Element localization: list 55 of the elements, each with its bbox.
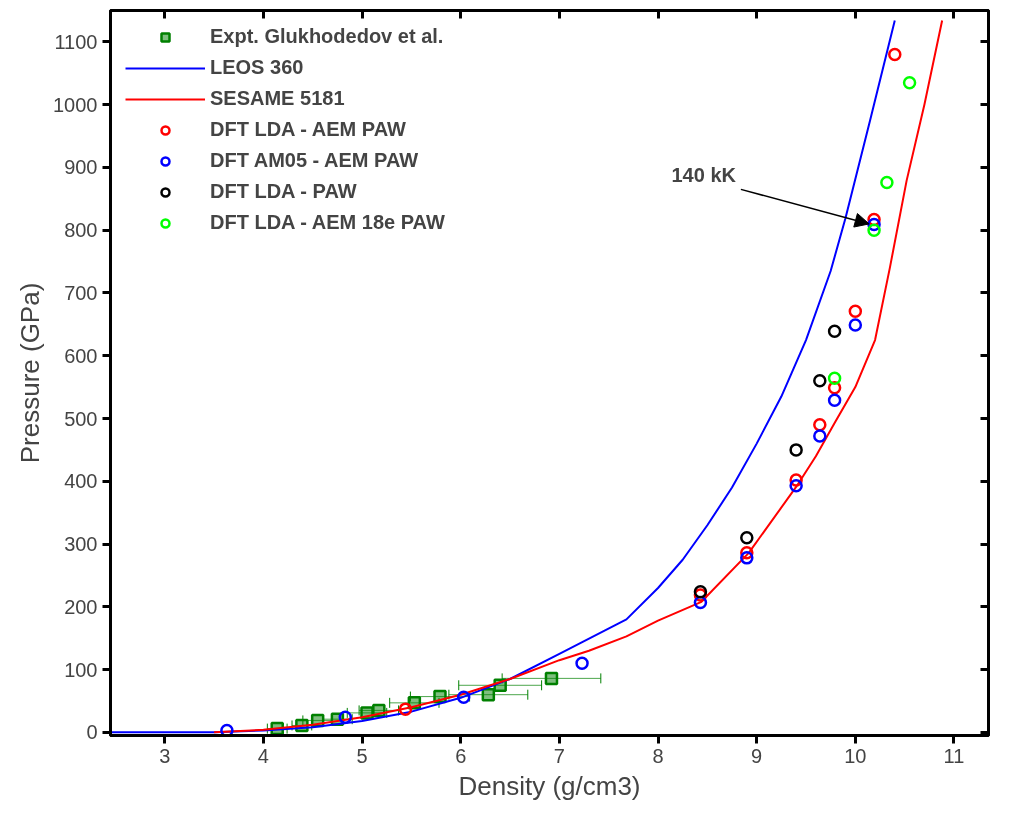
point	[902, 75, 917, 90]
y-tick-label: 0	[86, 721, 98, 744]
point	[880, 175, 894, 190]
legend-label: Expt. Glukhodedov et al.	[210, 25, 444, 48]
y-tick-label: 600	[64, 344, 98, 367]
y-tick-label: 100	[64, 658, 98, 681]
x-axis-title: Density (g/cm3)	[458, 770, 641, 801]
point	[813, 429, 827, 443]
x-tick-label: 8	[652, 744, 664, 767]
point	[338, 710, 353, 725]
y-tick-label: 200	[64, 595, 98, 618]
y-tick-label: 500	[64, 407, 98, 430]
point	[813, 418, 827, 432]
point	[789, 478, 803, 493]
legend-label: DFT LDA - AEM PAW	[210, 118, 406, 141]
y-tick-label: 900	[64, 156, 98, 179]
point	[867, 223, 881, 237]
point	[888, 47, 902, 62]
legend-label: SESAME 5181	[210, 87, 345, 110]
point	[740, 551, 754, 565]
point	[740, 531, 754, 545]
y-tick-label: 300	[64, 533, 98, 556]
point	[827, 371, 842, 386]
line-series	[110, 19, 896, 734]
point	[827, 324, 842, 338]
x-tick-label: 6	[455, 744, 467, 767]
annotation: 140 kK	[671, 164, 737, 187]
legend-label: DFT AM05 - AEM PAW	[210, 149, 419, 172]
point	[220, 723, 234, 736]
y-tick-label: 400	[64, 470, 98, 493]
x-tick-label: 11	[943, 744, 965, 767]
y-tick-label: 800	[64, 219, 98, 242]
point	[827, 393, 842, 408]
point	[398, 702, 413, 716]
x-tick-label: 4	[257, 744, 269, 767]
legend-label: LEOS 360	[210, 56, 304, 79]
point	[789, 443, 803, 457]
point	[848, 304, 863, 318]
point	[813, 374, 827, 388]
point	[848, 318, 863, 332]
x-tick-label: 3	[159, 744, 171, 767]
x-tick-label: 9	[751, 744, 763, 767]
legend-label: DFT LDA - AEM 18e PAW	[210, 211, 445, 234]
x-tick-label: 5	[356, 744, 368, 767]
point	[575, 656, 589, 671]
x-tick-label: 10	[844, 744, 867, 767]
x-tick-label: 7	[553, 744, 565, 767]
point	[544, 671, 559, 686]
y-tick-label: 1000	[53, 93, 98, 116]
point	[456, 690, 471, 704]
point	[867, 217, 881, 232]
y-axis-title: Pressure (GPa)	[15, 282, 46, 464]
legend-label: DFT LDA - PAW	[210, 180, 357, 203]
y-tick-label: 1100	[54, 30, 98, 53]
y-tick-label: 700	[64, 281, 98, 304]
